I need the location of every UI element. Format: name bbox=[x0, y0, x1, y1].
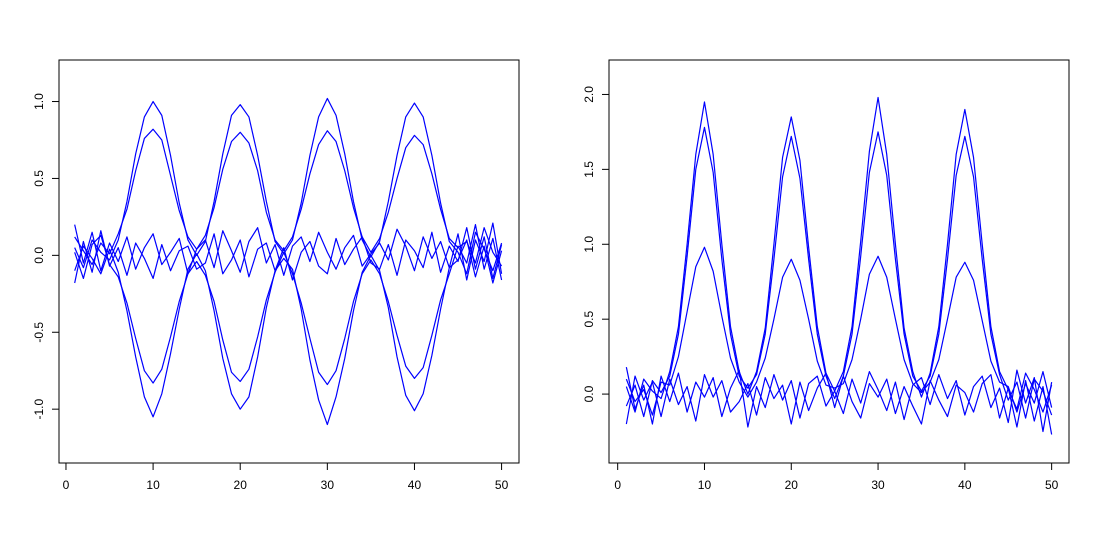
series-line bbox=[625, 366, 1053, 433]
y-tick-label: 0.0 bbox=[32, 247, 46, 264]
y-tick-label: 2.0 bbox=[582, 86, 596, 103]
series-line bbox=[625, 96, 1053, 413]
series-line bbox=[74, 227, 503, 284]
x-tick-label: 10 bbox=[146, 478, 160, 492]
x-tick-label: 50 bbox=[495, 478, 509, 492]
plot-frame bbox=[58, 59, 520, 464]
y-tick-label: -1.0 bbox=[32, 399, 46, 420]
x-tick-label: 10 bbox=[698, 478, 712, 492]
y-tick-label: 0.5 bbox=[32, 170, 46, 187]
plot-frame bbox=[608, 59, 1070, 464]
x-tick-label: 20 bbox=[785, 478, 799, 492]
y-tick-label: -0.5 bbox=[32, 322, 46, 343]
series-line bbox=[74, 97, 503, 275]
series-line bbox=[74, 128, 503, 267]
y-tick-label: 1.0 bbox=[32, 93, 46, 110]
x-tick-label: 0 bbox=[614, 478, 621, 492]
series-line bbox=[625, 372, 1053, 435]
series-line bbox=[74, 239, 503, 426]
x-tick-label: 20 bbox=[234, 478, 248, 492]
y-tick-label: 0.0 bbox=[582, 385, 596, 402]
x-tick-label: 0 bbox=[63, 478, 70, 492]
x-tick-label: 30 bbox=[871, 478, 885, 492]
y-tick-label: 0.5 bbox=[582, 311, 596, 328]
series-line bbox=[74, 222, 503, 281]
series-line bbox=[625, 246, 1053, 416]
x-tick-label: 50 bbox=[1045, 478, 1059, 492]
x-tick-label: 40 bbox=[958, 478, 972, 492]
series-line bbox=[625, 126, 1053, 419]
y-tick-label: 1.5 bbox=[582, 161, 596, 178]
x-tick-label: 40 bbox=[408, 478, 422, 492]
x-tick-label: 30 bbox=[321, 478, 335, 492]
y-tick-label: 1.0 bbox=[582, 236, 596, 253]
